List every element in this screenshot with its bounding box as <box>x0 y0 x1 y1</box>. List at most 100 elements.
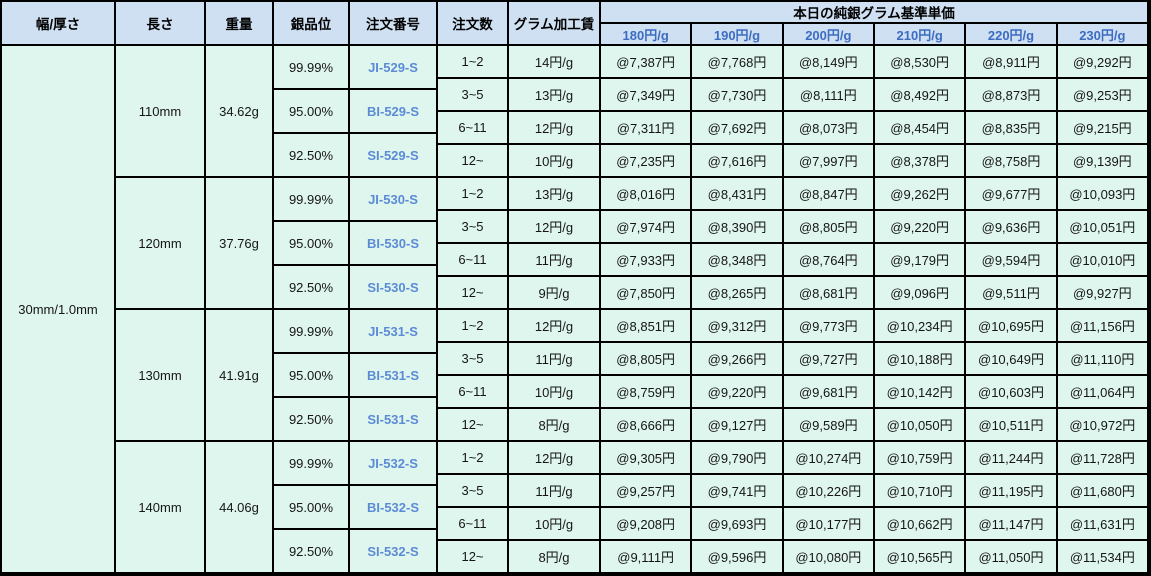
price-cell: @8,454円 <box>875 112 967 145</box>
price-cell: @9,139円 <box>1057 145 1149 178</box>
purity-cell: 95.00% <box>274 90 350 134</box>
price-cell: @10,050円 <box>875 409 967 442</box>
price-cell: @11,147円 <box>966 508 1058 541</box>
col-header-width-thickness: 幅/厚さ <box>2 2 116 46</box>
price-cell: @7,616円 <box>692 145 784 178</box>
price-cell: @8,265円 <box>692 277 784 310</box>
price-cell: @8,805円 <box>601 343 693 376</box>
price-cell: @8,847円 <box>783 178 875 211</box>
price-cell: @9,179円 <box>875 244 967 277</box>
order-number-cell: BI-532-S <box>350 486 438 530</box>
order-number-cell: JI-531-S <box>350 310 438 354</box>
price-cell: @9,253円 <box>1057 79 1149 112</box>
price-cell: @10,972円 <box>1057 409 1149 442</box>
price-cell: @9,262円 <box>875 178 967 211</box>
price-cell: @11,064円 <box>1057 376 1149 409</box>
price-cell: @11,156円 <box>1057 310 1149 343</box>
fee-cell: 9円/g <box>509 277 601 310</box>
order-number-cell: SI-532-S <box>350 530 438 574</box>
price-cell: @7,311円 <box>601 112 693 145</box>
qty-cell: 12~ <box>438 409 509 442</box>
purity-cell: 99.99% <box>274 442 350 486</box>
price-cell: @9,257円 <box>601 475 693 508</box>
price-cell: @9,305円 <box>601 442 693 475</box>
price-cell: @9,096円 <box>875 277 967 310</box>
price-cell: @9,111円 <box>601 541 693 574</box>
price-cell: @8,431円 <box>692 178 784 211</box>
price-cell: @8,149円 <box>783 46 875 79</box>
price-cell: @8,390円 <box>692 211 784 244</box>
fee-cell: 10円/g <box>509 508 601 541</box>
price-cell: @7,730円 <box>692 79 784 112</box>
price-cell: @10,759円 <box>875 442 967 475</box>
price-cell: @9,927円 <box>1057 277 1149 310</box>
price-cell: @9,727円 <box>783 343 875 376</box>
qty-cell: 1~2 <box>438 178 509 211</box>
length-cell: 140mm <box>116 442 206 574</box>
price-cell: @10,649円 <box>966 343 1058 376</box>
qty-cell: 12~ <box>438 541 509 574</box>
price-cell: @11,195円 <box>966 475 1058 508</box>
price-cell: @10,710円 <box>875 475 967 508</box>
size-cell: 30mm/1.0mm <box>2 46 116 574</box>
qty-cell: 6~11 <box>438 244 509 277</box>
price-cell: @9,636円 <box>966 211 1058 244</box>
weight-cell: 44.06g <box>206 442 274 574</box>
price-cell: @10,142円 <box>875 376 967 409</box>
order-number-cell: BI-529-S <box>350 90 438 134</box>
price-cell: @8,764円 <box>783 244 875 277</box>
qty-cell: 6~11 <box>438 112 509 145</box>
price-cell: @7,692円 <box>692 112 784 145</box>
price-cell: @8,759円 <box>601 376 693 409</box>
price-cell: @10,177円 <box>783 508 875 541</box>
price-cell: @9,215円 <box>1057 112 1149 145</box>
price-cell: @11,728円 <box>1057 442 1149 475</box>
purity-cell: 92.50% <box>274 134 350 178</box>
price-cell: @9,511円 <box>966 277 1058 310</box>
price-col-header-220: 220円/g <box>966 24 1058 46</box>
length-cell: 130mm <box>116 310 206 442</box>
price-cell: @9,292円 <box>1057 46 1149 79</box>
order-number-cell: BI-530-S <box>350 222 438 266</box>
price-cell: @10,695円 <box>966 310 1058 343</box>
price-cell: @9,790円 <box>692 442 784 475</box>
fee-cell: 8円/g <box>509 409 601 442</box>
price-cell: @9,266円 <box>692 343 784 376</box>
price-cell: @10,662円 <box>875 508 967 541</box>
fee-cell: 10円/g <box>509 145 601 178</box>
price-cell: @8,492円 <box>875 79 967 112</box>
fee-cell: 11円/g <box>509 244 601 277</box>
fee-cell: 12円/g <box>509 112 601 145</box>
price-cell: @7,387円 <box>601 46 693 79</box>
price-cell: @10,565円 <box>875 541 967 574</box>
fee-cell: 12円/g <box>509 211 601 244</box>
price-cell: @9,773円 <box>783 310 875 343</box>
price-cell: @9,220円 <box>875 211 967 244</box>
price-cell: @8,805円 <box>783 211 875 244</box>
col-header-today-base-price: 本日の純銀グラム基準単価 <box>601 2 1149 24</box>
qty-cell: 6~11 <box>438 376 509 409</box>
price-cell: @9,596円 <box>692 541 784 574</box>
price-cell: @10,274円 <box>783 442 875 475</box>
purity-cell: 92.50% <box>274 398 350 442</box>
fee-cell: 14円/g <box>509 46 601 79</box>
fee-cell: 12円/g <box>509 310 601 343</box>
price-cell: @8,758円 <box>966 145 1058 178</box>
price-cell: @11,110円 <box>1057 343 1149 376</box>
price-cell: @7,997円 <box>783 145 875 178</box>
price-cell: @9,594円 <box>966 244 1058 277</box>
price-cell: @7,235円 <box>601 145 693 178</box>
fee-cell: 11円/g <box>509 475 601 508</box>
price-cell: @11,534円 <box>1057 541 1149 574</box>
qty-cell: 1~2 <box>438 442 509 475</box>
price-cell: @10,051円 <box>1057 211 1149 244</box>
price-cell: @7,349円 <box>601 79 693 112</box>
price-col-header-210: 210円/g <box>875 24 967 46</box>
col-header-length: 長さ <box>116 2 206 46</box>
fee-cell: 8円/g <box>509 541 601 574</box>
price-cell: @8,873円 <box>966 79 1058 112</box>
order-number-cell: JI-532-S <box>350 442 438 486</box>
qty-cell: 3~5 <box>438 343 509 376</box>
qty-cell: 3~5 <box>438 475 509 508</box>
